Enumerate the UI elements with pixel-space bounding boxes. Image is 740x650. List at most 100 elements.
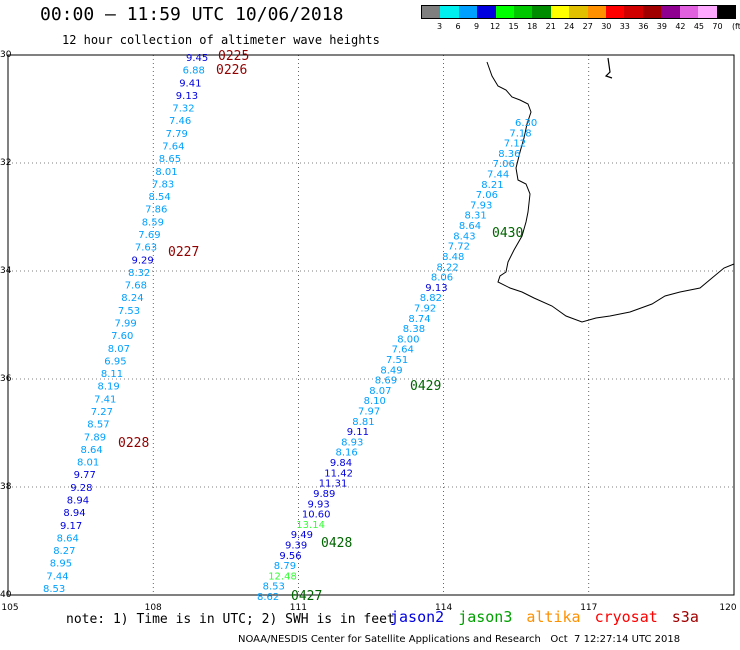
color-swatch	[440, 6, 459, 18]
color-swatch	[514, 6, 533, 18]
color-scale-label: 33	[619, 22, 630, 31]
wave-height-value: 7.64	[392, 345, 414, 356]
wave-height-value: 7.89	[84, 432, 106, 443]
wave-height-value: 9.41	[179, 78, 201, 89]
wave-height-value: 8.53	[43, 584, 65, 595]
color-swatch	[716, 6, 735, 18]
wave-height-value: 9.77	[74, 470, 96, 481]
color-scale-label: 39	[656, 22, 667, 31]
wave-height-value: 7.18	[509, 128, 531, 139]
wave-height-value: 8.07	[108, 344, 130, 355]
longitude-label: 105	[1, 603, 19, 613]
wave-height-value: 7.86	[145, 205, 167, 216]
wave-height-value: 8.07	[369, 386, 391, 397]
color-scale-label: 3	[436, 22, 443, 31]
wave-height-value: 8.21	[481, 180, 503, 191]
island-coastline	[604, 57, 613, 79]
wave-height-value: 8.94	[63, 508, 85, 519]
color-scale-label: 18	[527, 22, 538, 31]
color-swatch	[532, 6, 551, 18]
wave-height-value: 8.22	[437, 262, 459, 273]
satellite-legend: jason2 jason3 altika cryosat s3a	[390, 608, 713, 626]
color-scale-label: 30	[601, 22, 612, 31]
wave-height-value: 8.81	[352, 417, 374, 428]
latitude-label: 40	[0, 590, 12, 600]
wave-height-value: 9.89	[313, 489, 335, 500]
coastline	[486, 61, 735, 323]
wave-height-value: 9.29	[132, 255, 154, 266]
pass-time-label: 0227	[168, 245, 199, 260]
latitude-label: 38	[0, 482, 12, 492]
wave-height-value: 8.62	[257, 592, 279, 603]
wave-height-value: 8.64	[81, 445, 103, 456]
wave-height-value: 8.48	[442, 252, 464, 263]
longitude-label: 108	[144, 603, 162, 613]
wave-height-value: 7.41	[94, 394, 116, 405]
wave-height-value: 8.94	[67, 496, 89, 507]
latitude-label: 34	[0, 266, 12, 276]
wave-height-value: 9.13	[176, 91, 198, 102]
color-scale-label: 24	[564, 22, 575, 31]
wave-height-value: 8.64	[459, 221, 481, 232]
color-scale-unit: (ft)	[731, 22, 740, 31]
wave-height-value: 7.99	[115, 319, 137, 330]
color-scale-label: 9	[474, 22, 480, 31]
wave-height-value: 7.60	[111, 331, 133, 342]
wave-height-value: 7.44	[46, 571, 68, 582]
wave-height-value: 8.19	[98, 382, 120, 393]
pass-time-label: 0427	[291, 589, 322, 604]
legend-entry: jason2	[390, 608, 445, 626]
pass-time-label: 0428	[321, 536, 352, 551]
wave-height-value: 8.59	[142, 217, 164, 228]
wave-height-value: 8.10	[364, 396, 386, 407]
color-swatch	[569, 6, 588, 18]
wave-height-value: 9.56	[279, 551, 301, 562]
longitude-label: 117	[580, 603, 598, 613]
color-swatch	[422, 6, 441, 18]
wave-height-value: 9.17	[60, 521, 82, 532]
wave-height-value: 7.06	[476, 190, 498, 201]
wave-height-value: 10.60	[302, 510, 331, 521]
latitude-label: 32	[0, 158, 12, 168]
color-swatch	[679, 6, 699, 18]
wave-height-value: 8.32	[128, 268, 150, 279]
wave-height-value: 8.93	[341, 437, 363, 448]
wave-height-value: 8.27	[53, 546, 75, 557]
wave-height-value: 8.82	[420, 293, 442, 304]
wave-height-value: 7.64	[162, 142, 184, 153]
longitude-label: 120	[719, 603, 737, 613]
wave-height-value: 6.30	[515, 118, 537, 129]
color-swatch	[606, 6, 625, 18]
pass-time-label: 0429	[410, 379, 441, 394]
color-scale-label: 42	[675, 22, 686, 31]
footnote: note: 1) Time is in UTC; 2) SWH is in fe…	[66, 612, 395, 627]
wave-height-value: 7.79	[166, 129, 188, 140]
color-swatch	[624, 6, 643, 18]
wave-height-value: 8.57	[87, 420, 109, 431]
wave-height-value: 7.72	[448, 242, 470, 253]
wave-height-value: 9.93	[308, 499, 330, 510]
track-east-labels: 6.307.187.128.367.067.448.217.067.938.31…	[257, 118, 537, 603]
legend-entry: jason3	[458, 608, 513, 626]
wave-height-value: 8.01	[77, 458, 99, 469]
wave-height-value: 8.31	[465, 211, 487, 222]
color-scale-label: 36	[638, 22, 649, 31]
wave-height-value: 7.92	[414, 304, 436, 315]
color-swatch	[698, 6, 717, 18]
color-swatch	[550, 6, 570, 18]
legend-entry: cryosat	[594, 608, 658, 626]
wave-height-value: 7.32	[172, 104, 194, 115]
wave-height-value: 9.84	[330, 458, 352, 469]
wave-height-value: 7.97	[358, 407, 380, 418]
wave-height-value: 7.06	[493, 159, 515, 170]
wave-height-value: 9.13	[425, 283, 447, 294]
wave-height-value: 8.65	[159, 154, 181, 165]
wave-height-value: 7.46	[169, 116, 191, 127]
wave-height-value: 7.44	[487, 170, 509, 181]
wave-height-value: 8.36	[498, 149, 520, 160]
map-frame	[7, 54, 735, 596]
wave-height-value: 8.38	[403, 324, 425, 335]
wave-height-value: 13.14	[296, 520, 325, 531]
latitude-label: 30	[0, 50, 12, 60]
